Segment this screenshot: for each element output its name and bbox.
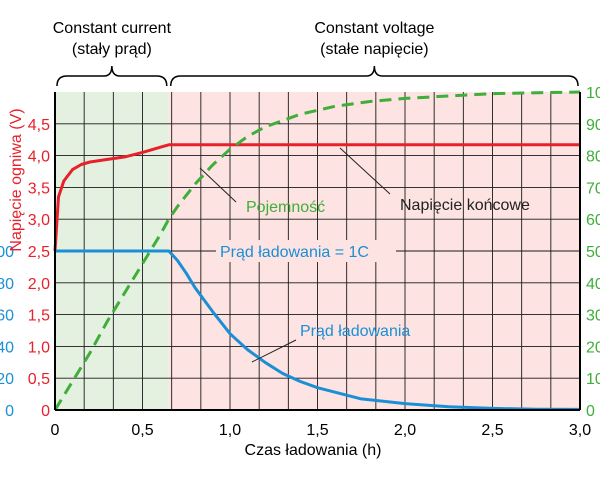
annotation-leader-current [251, 339, 297, 363]
x-tick-label: 3,0 [569, 422, 591, 439]
x-tick-label: 0 [51, 422, 60, 439]
y-left-tick-label: 0,5 [28, 371, 50, 388]
annotation-leader-voltage [339, 147, 391, 195]
phase-brace-1 [170, 65, 579, 87]
series-line-0 [53, 143, 580, 252]
x-tick-label: 0,5 [131, 422, 153, 439]
y-left-tick-label: 3,0 [28, 212, 50, 229]
y-left-tick-label: 2,0 [28, 276, 50, 293]
phase-subtitle-0: (stały prąd) [72, 41, 152, 58]
y-left-tick-label: 1,0 [28, 339, 50, 356]
y-current-tick-label: 20 [0, 371, 14, 388]
y-right-tick-label: 100 [586, 85, 600, 102]
annotation-capacity: Pojemność [246, 199, 325, 216]
x-tick-label: 1,5 [306, 422, 328, 439]
y-current-tick-label: 40 [0, 339, 14, 356]
y-current-tick-label: 0 [5, 403, 14, 420]
y-axis-label-left: Napięcie ogniwa (V) [8, 108, 25, 251]
y-right-tick-label: 60 [586, 212, 600, 229]
y-left-tick-label: 0 [41, 403, 50, 420]
annotation-rate-bg [216, 240, 396, 262]
phase-title-1: Constant voltage [314, 20, 434, 37]
y-right-tick-label: 90 [586, 117, 600, 134]
y-right-tick-label: 70 [586, 180, 600, 197]
phase-brace-0 [56, 65, 168, 87]
y-left-tick-label: 3,5 [28, 180, 50, 197]
phase-title-0: Constant current [53, 20, 172, 37]
y-right-tick-label: 10 [586, 371, 600, 388]
y-current-tick-label: 80 [0, 276, 14, 293]
series-line-1 [55, 249, 581, 411]
x-tick-label: 1,0 [219, 422, 241, 439]
phase-subtitle-1: (stałe napięcie) [320, 41, 429, 58]
y-current-tick-label: 100 [0, 244, 14, 261]
y-right-tick-label: 30 [586, 308, 600, 325]
x-axis-label: Czas ładowania (h) [245, 442, 382, 459]
annotation-leader-capacity [199, 167, 237, 203]
annotation-voltage: Napięcie końcowe [400, 197, 530, 214]
y-right-tick-label: 20 [586, 339, 600, 356]
annotation-rate: Prąd ładowania = 1C [220, 244, 369, 261]
y-left-tick-label: 1,5 [28, 308, 50, 325]
y-right-tick-label: 50 [586, 244, 600, 261]
x-tick-label: 2,5 [481, 422, 503, 439]
annotation-current: Prąd ładowania [300, 323, 410, 340]
y-right-tick-label: 80 [586, 149, 600, 166]
y-right-tick-label: 40 [586, 276, 600, 293]
x-tick-label: 2,0 [394, 422, 416, 439]
y-current-tick-label: 60 [0, 308, 14, 325]
y-right-tick-label: 0 [586, 403, 595, 420]
y-left-tick-label: 4,5 [28, 117, 50, 134]
series-line-2 [53, 90, 581, 411]
y-left-tick-label: 2,5 [28, 244, 50, 261]
y-left-tick-label: 4,0 [28, 149, 50, 166]
